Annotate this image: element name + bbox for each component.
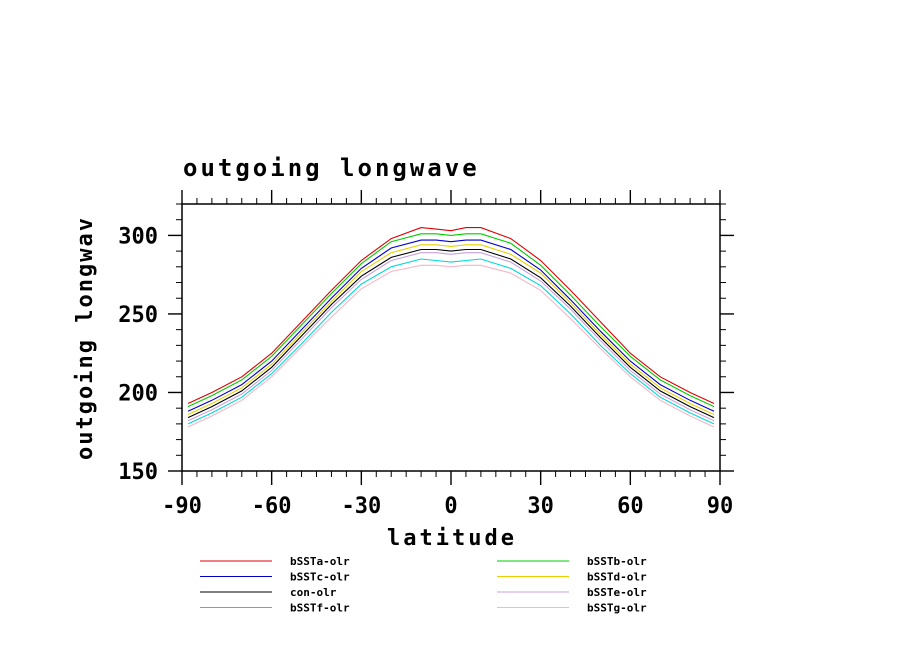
chart-title: outgoing longwave	[183, 154, 480, 182]
legend-label-bSSTd-olr: bSSTd-olr	[587, 571, 647, 584]
axis-ticks: -90 -60 -30 0 30 60 90 150 200 250 300	[118, 190, 734, 519]
legend-label-bSSTc-olr: bSSTc-olr	[290, 571, 350, 584]
x-tick-label: 60	[617, 494, 644, 519]
x-tick-label: -30	[341, 494, 381, 519]
legend-label-bSSTg-olr: bSSTg-olr	[587, 602, 647, 615]
series-line-bSSTe-olr	[187, 252, 715, 422]
series-line-bSSTg-olr	[187, 264, 715, 428]
series-line-bSSTd-olr	[187, 244, 715, 415]
plot-lines	[187, 227, 715, 428]
y-tick-label: 150	[118, 460, 158, 485]
series-line-con-olr	[187, 248, 715, 419]
y-axis-label: outgoing longwav	[73, 216, 98, 460]
legend-label-bSSTa-olr: bSSTa-olr	[290, 555, 350, 568]
x-tick-label: -90	[162, 494, 202, 519]
series-line-bSSTf-olr	[187, 258, 715, 425]
y-tick-label: 250	[118, 303, 158, 328]
legend-label-bSSTe-olr: bSSTe-olr	[587, 586, 647, 599]
series-line-bSSTa-olr	[187, 227, 715, 404]
legend-label-con-olr: con-olr	[290, 586, 337, 599]
x-tick-label: -60	[252, 494, 292, 519]
x-tick-label: 30	[527, 494, 554, 519]
legend-label-bSSTb-olr: bSSTb-olr	[587, 555, 647, 568]
series-line-bSSTc-olr	[187, 239, 715, 412]
plot-frame	[181, 203, 721, 472]
x-tick-label: 0	[444, 494, 457, 519]
series-line-bSSTb-olr	[187, 233, 715, 408]
y-tick-label: 300	[118, 224, 158, 249]
y-tick-label: 200	[118, 381, 158, 406]
legend-label-bSSTf-olr: bSSTf-olr	[290, 602, 350, 615]
x-tick-label: 90	[707, 494, 734, 519]
x-axis-label: latitude	[387, 526, 517, 551]
legend: bSSTa-olr bSSTc-olr con-olr bSSTf-olr bSSTb-…	[200, 555, 647, 615]
